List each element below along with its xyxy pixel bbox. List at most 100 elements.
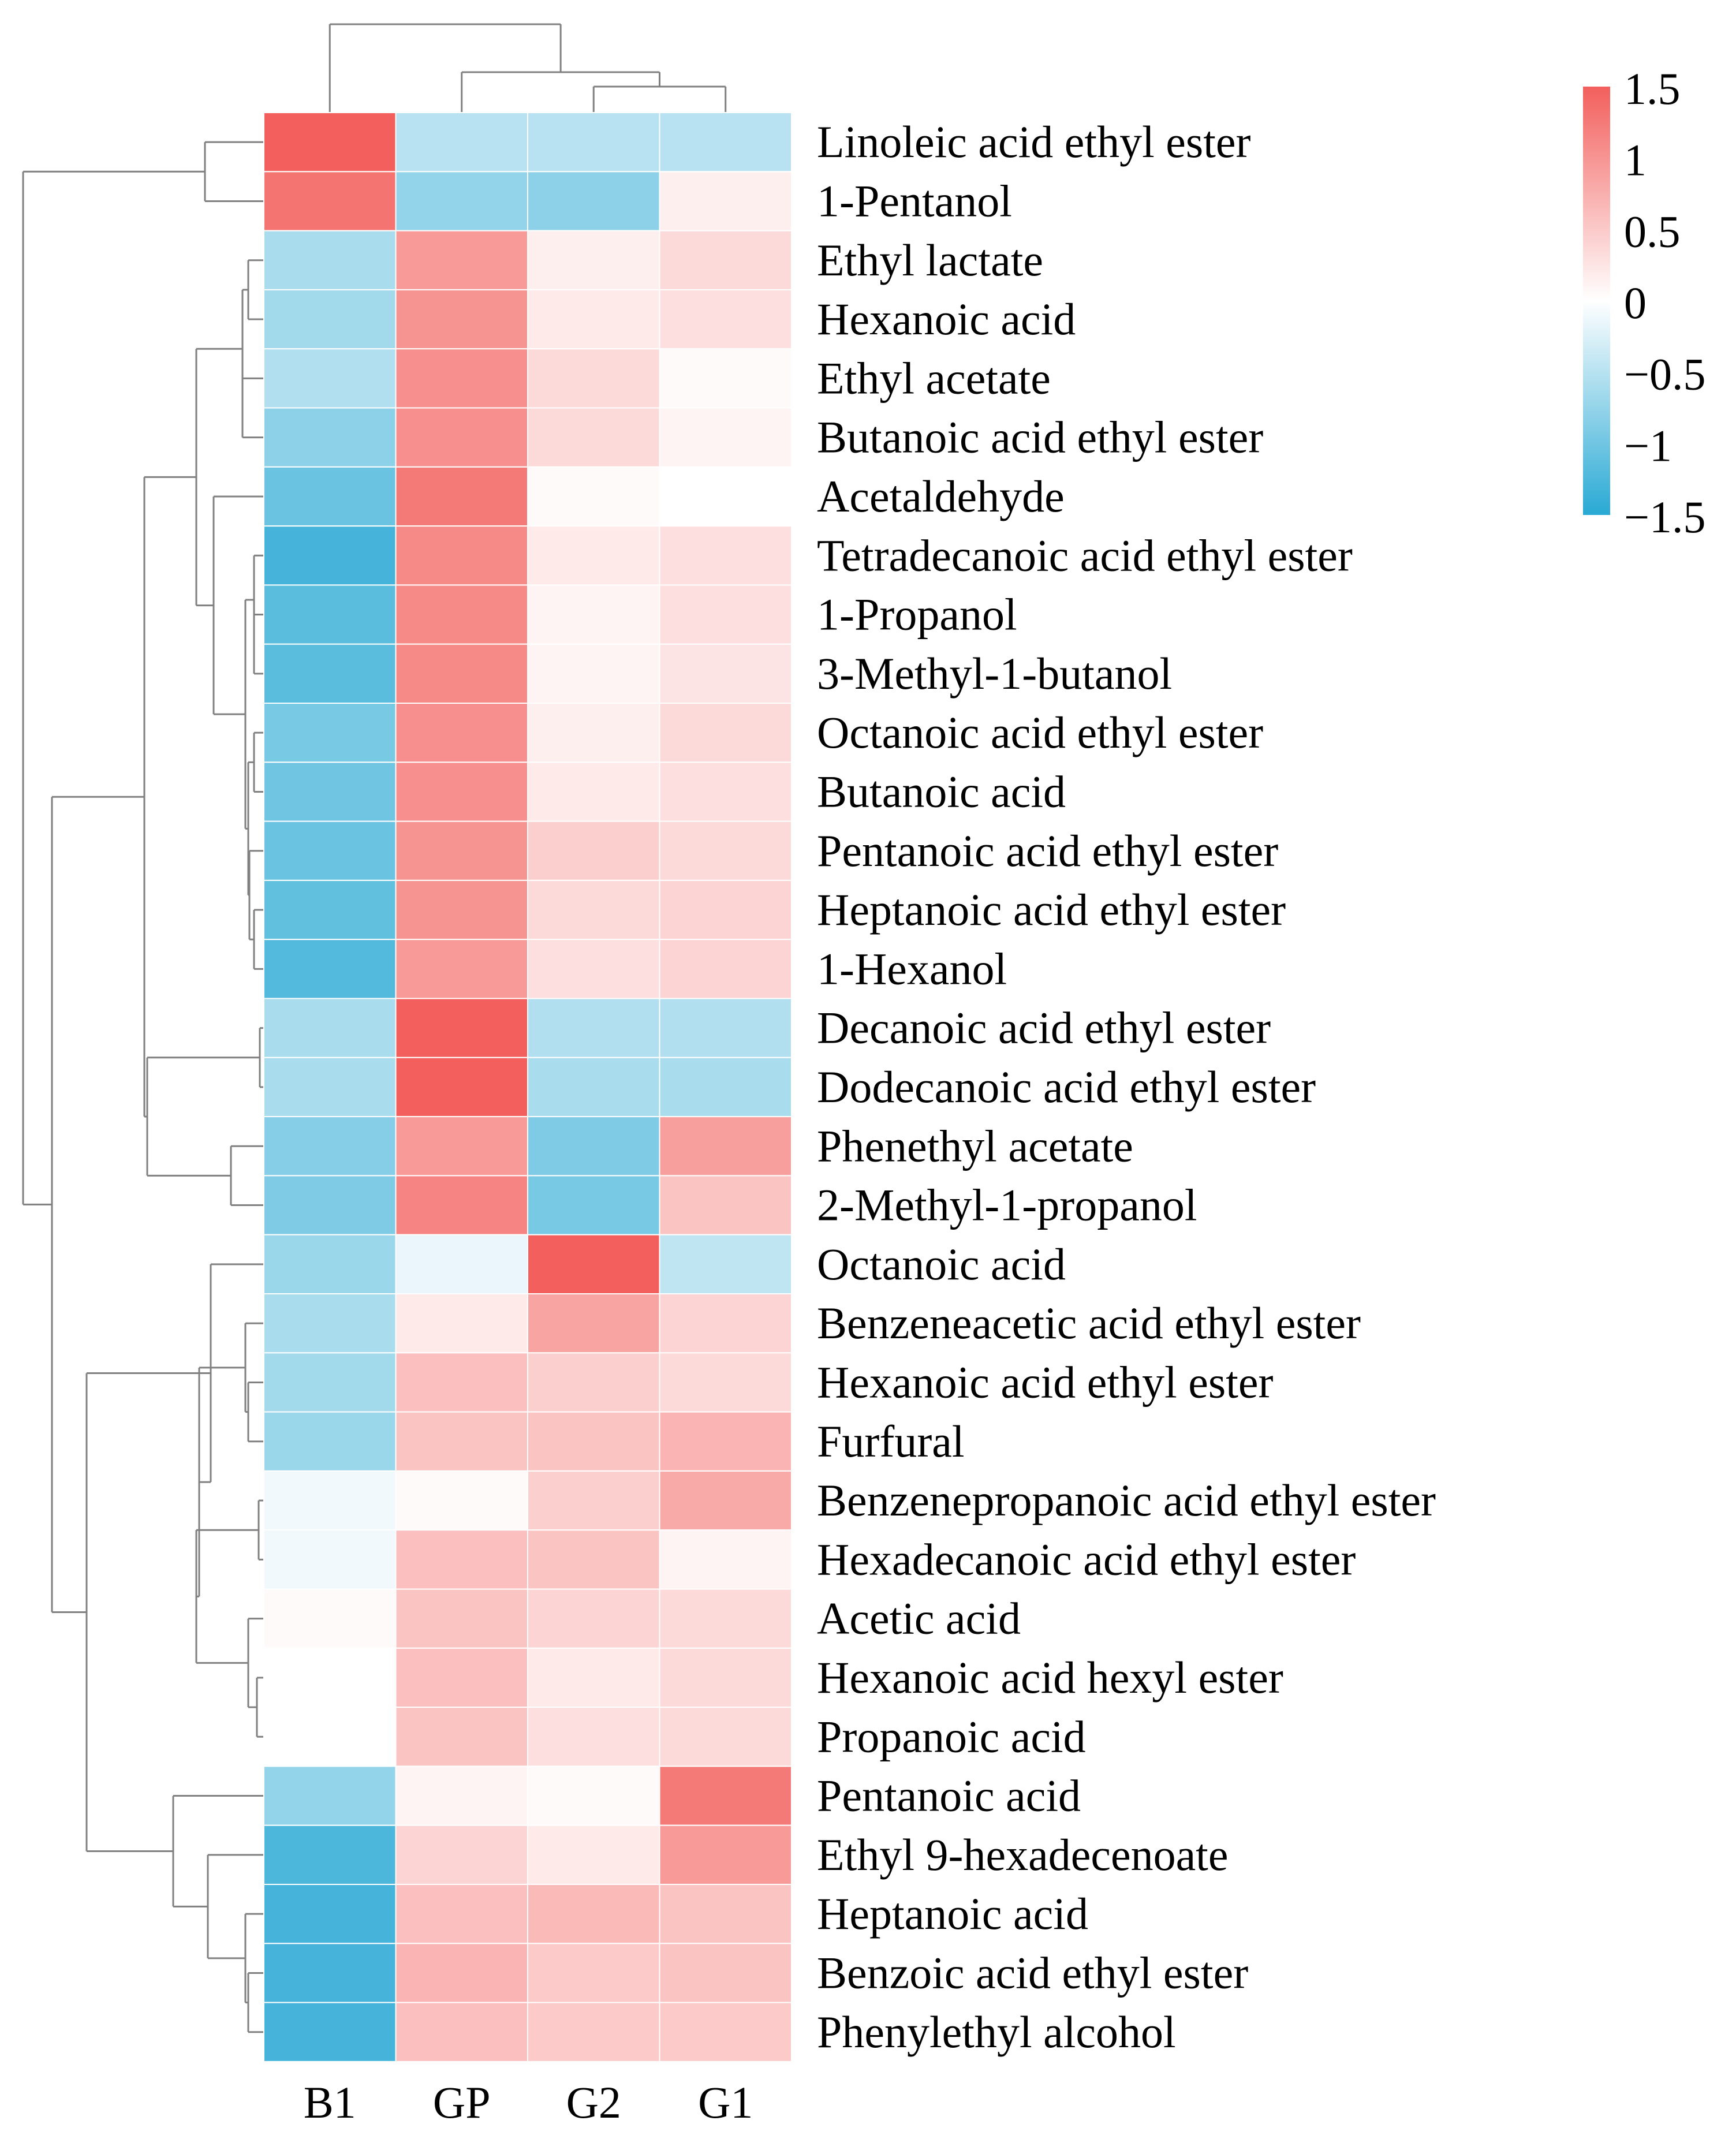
heatmap-cell	[263, 112, 397, 173]
row-label: Hexanoic acid hexyl ester	[817, 1652, 1283, 1703]
heatmap-cell	[263, 703, 397, 763]
heatmap-cell	[395, 998, 528, 1058]
heatmap-cell	[659, 1824, 792, 1885]
heatmap-cell	[263, 525, 397, 586]
row-label: Dodecanoic acid ethyl ester	[817, 1062, 1316, 1112]
row-label: Furfural	[817, 1416, 965, 1466]
heatmap-cell	[263, 879, 397, 940]
heatmap-cell	[395, 1293, 528, 1354]
heatmap-cell	[263, 2002, 397, 2062]
heatmap-cell	[527, 1293, 660, 1354]
heatmap-cell	[395, 289, 528, 350]
heatmap-cell	[659, 643, 792, 704]
heatmap-cell	[263, 1057, 397, 1118]
heatmap-cell	[263, 1884, 397, 1944]
column-label: B1	[304, 2077, 356, 2127]
legend-colorbar	[1583, 87, 1610, 515]
heatmap-cell	[263, 1116, 397, 1177]
row-label: 1-Propanol	[817, 589, 1017, 640]
legend-tick-label: −0.5	[1624, 349, 1706, 400]
row-label: 1-Pentanol	[817, 176, 1012, 226]
row-label: 1-Hexanol	[817, 943, 1007, 994]
heatmap-cell	[527, 525, 660, 586]
heatmap-cell	[395, 466, 528, 527]
heatmap-cell	[395, 703, 528, 763]
heatmap-cell	[263, 289, 397, 350]
row-label: Tetradecanoic acid ethyl ester	[817, 530, 1353, 580]
heatmap-cell	[395, 1175, 528, 1235]
heatmap-cells	[263, 112, 792, 2062]
row-label: Linoleic acid ethyl ester	[817, 117, 1251, 167]
legend-tick-label: −1	[1624, 420, 1672, 471]
heatmap-cell	[395, 1707, 528, 1767]
legend-tick-label: −1.5	[1624, 492, 1706, 542]
heatmap-cell	[263, 407, 397, 468]
heatmap-cell	[659, 1057, 792, 1118]
row-label: Heptanoic acid	[817, 1888, 1088, 1939]
column-label: GP	[433, 2077, 491, 2127]
heatmap-cell	[395, 1765, 528, 1826]
heatmap-cell	[263, 998, 397, 1058]
heatmap-cell	[527, 1057, 660, 1118]
legend-tick-label: 1.5	[1624, 64, 1681, 114]
heatmap-cell	[659, 1943, 792, 2003]
heatmap-cell	[527, 820, 660, 881]
heatmap-cell	[659, 820, 792, 881]
heatmap-cell	[527, 112, 660, 173]
legend-tick-label: 0	[1624, 278, 1647, 328]
heatmap-cell	[659, 230, 792, 290]
column-labels: B1 GP G2 G1	[304, 2077, 753, 2127]
row-label: Benzeneacetic acid ethyl ester	[817, 1298, 1361, 1348]
heatmap-cell	[527, 1707, 660, 1767]
heatmap-cell	[263, 584, 397, 645]
heatmap-cell	[527, 1175, 660, 1235]
heatmap-cell	[659, 879, 792, 940]
row-label: Acetaldehyde	[817, 471, 1065, 521]
heatmap-cell	[395, 1352, 528, 1413]
heatmap-cell	[527, 998, 660, 1058]
heatmap-cell	[395, 525, 528, 586]
heatmap-cell	[263, 1293, 397, 1354]
row-label: Pentanoic acid	[817, 1771, 1081, 1821]
heatmap-cell	[659, 171, 792, 232]
heatmap-cell	[263, 1765, 397, 1826]
heatmap-cell	[395, 171, 528, 232]
row-label: Octanoic acid	[817, 1239, 1066, 1289]
row-label: Decanoic acid ethyl ester	[817, 1003, 1271, 1053]
heatmap-cell	[263, 1529, 397, 1590]
heatmap-cell	[659, 1647, 792, 1708]
row-label: Ethyl lactate	[817, 235, 1043, 285]
row-label: Hexadecanoic acid ethyl ester	[817, 1534, 1356, 1584]
heatmap-cell	[659, 466, 792, 527]
row-label: Acetic acid	[817, 1593, 1021, 1644]
heatmap-cell	[527, 761, 660, 822]
heatmap-cell	[395, 584, 528, 645]
heatmap-cell	[263, 939, 397, 999]
heatmap-cell	[263, 1943, 397, 2003]
heatmap-cell	[659, 584, 792, 645]
heatmap-cell	[527, 1588, 660, 1649]
column-label: G1	[698, 2077, 753, 2127]
heatmap-cell	[395, 820, 528, 881]
heatmap-cell	[527, 643, 660, 704]
heatmap-cell	[263, 171, 397, 232]
legend-tick-label: 0.5	[1624, 206, 1681, 256]
heatmap-cell	[527, 348, 660, 409]
heatmap-cell	[527, 466, 660, 527]
row-label: Benzenepropanoic acid ethyl ester	[817, 1475, 1436, 1525]
row-dendrogram	[22, 141, 264, 2033]
heatmap-cell	[395, 407, 528, 468]
heatmap-cell	[659, 1352, 792, 1413]
row-label: Hexanoic acid	[817, 294, 1076, 344]
heatmap-cell	[659, 1529, 792, 1590]
color-legend: 1.5 1 0.5 0 −0.5 −1 −1.5	[1583, 64, 1706, 542]
row-label: Ethyl 9-hexadecenoate	[817, 1830, 1228, 1880]
heatmap-cell	[527, 1411, 660, 1472]
heatmap-cell	[263, 1352, 397, 1413]
heatmap-cell	[263, 1234, 397, 1294]
heatmap-cell	[263, 761, 397, 822]
heatmap-cell	[395, 643, 528, 704]
heatmap-cell	[527, 703, 660, 763]
row-label: Propanoic acid	[817, 1711, 1086, 1761]
